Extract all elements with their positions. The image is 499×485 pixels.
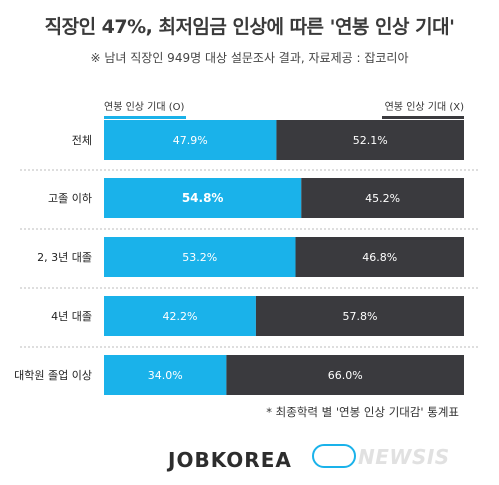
footnote: * 최종학력 별 '연봉 인상 기대감' 통계표: [266, 405, 459, 419]
chart-title: 직장인 47%, 최저임금 인상에 따른 '연봉 인상 기대': [44, 16, 455, 38]
bar-expect: [104, 178, 302, 218]
bar-not-expect: [226, 355, 464, 395]
value-label-expect: 42.2%: [162, 310, 197, 323]
legend-expect: 연봉 인상 기대 (O): [104, 98, 186, 119]
category-label: 2, 3년 대졸: [37, 251, 92, 264]
bar-not-expect: [255, 296, 464, 336]
bar-expect: [104, 296, 256, 336]
category-label: 대학원 졸업 이상: [14, 369, 92, 382]
category-label: 4년 대졸: [51, 310, 92, 323]
legend-not-expect: 연봉 인상 기대 (X): [382, 98, 464, 119]
category-label: 전체: [72, 134, 92, 147]
value-label-not-expect: 57.8%: [342, 310, 377, 323]
value-label-expect: 54.8%: [182, 191, 224, 205]
value-label-not-expect: 52.1%: [353, 134, 388, 147]
category-label: 고졸 이하: [48, 191, 92, 205]
jobkorea-logo: JOBKOREA: [168, 448, 292, 472]
value-label-not-expect: 45.2%: [365, 192, 400, 205]
bar-not-expect: [295, 237, 464, 277]
value-label-not-expect: 66.0%: [328, 369, 363, 382]
bar-not-expect: [276, 120, 464, 160]
bar-expect: [104, 120, 277, 160]
newsis-watermark: NEWSIS: [358, 445, 450, 469]
value-label-expect: 53.2%: [182, 251, 217, 264]
value-label-not-expect: 46.8%: [362, 251, 397, 264]
bar-not-expect: [301, 178, 464, 218]
jobkorea-logo-mark: [312, 444, 356, 468]
value-label-expect: 47.9%: [173, 134, 208, 147]
bar-expect: [104, 237, 296, 277]
chart-subtitle: ※ 남녀 직장인 949명 대상 설문조사 결과, 자료제공 : 잡코리아: [90, 51, 409, 65]
bar-expect: [104, 355, 227, 395]
value-label-expect: 34.0%: [148, 369, 183, 382]
